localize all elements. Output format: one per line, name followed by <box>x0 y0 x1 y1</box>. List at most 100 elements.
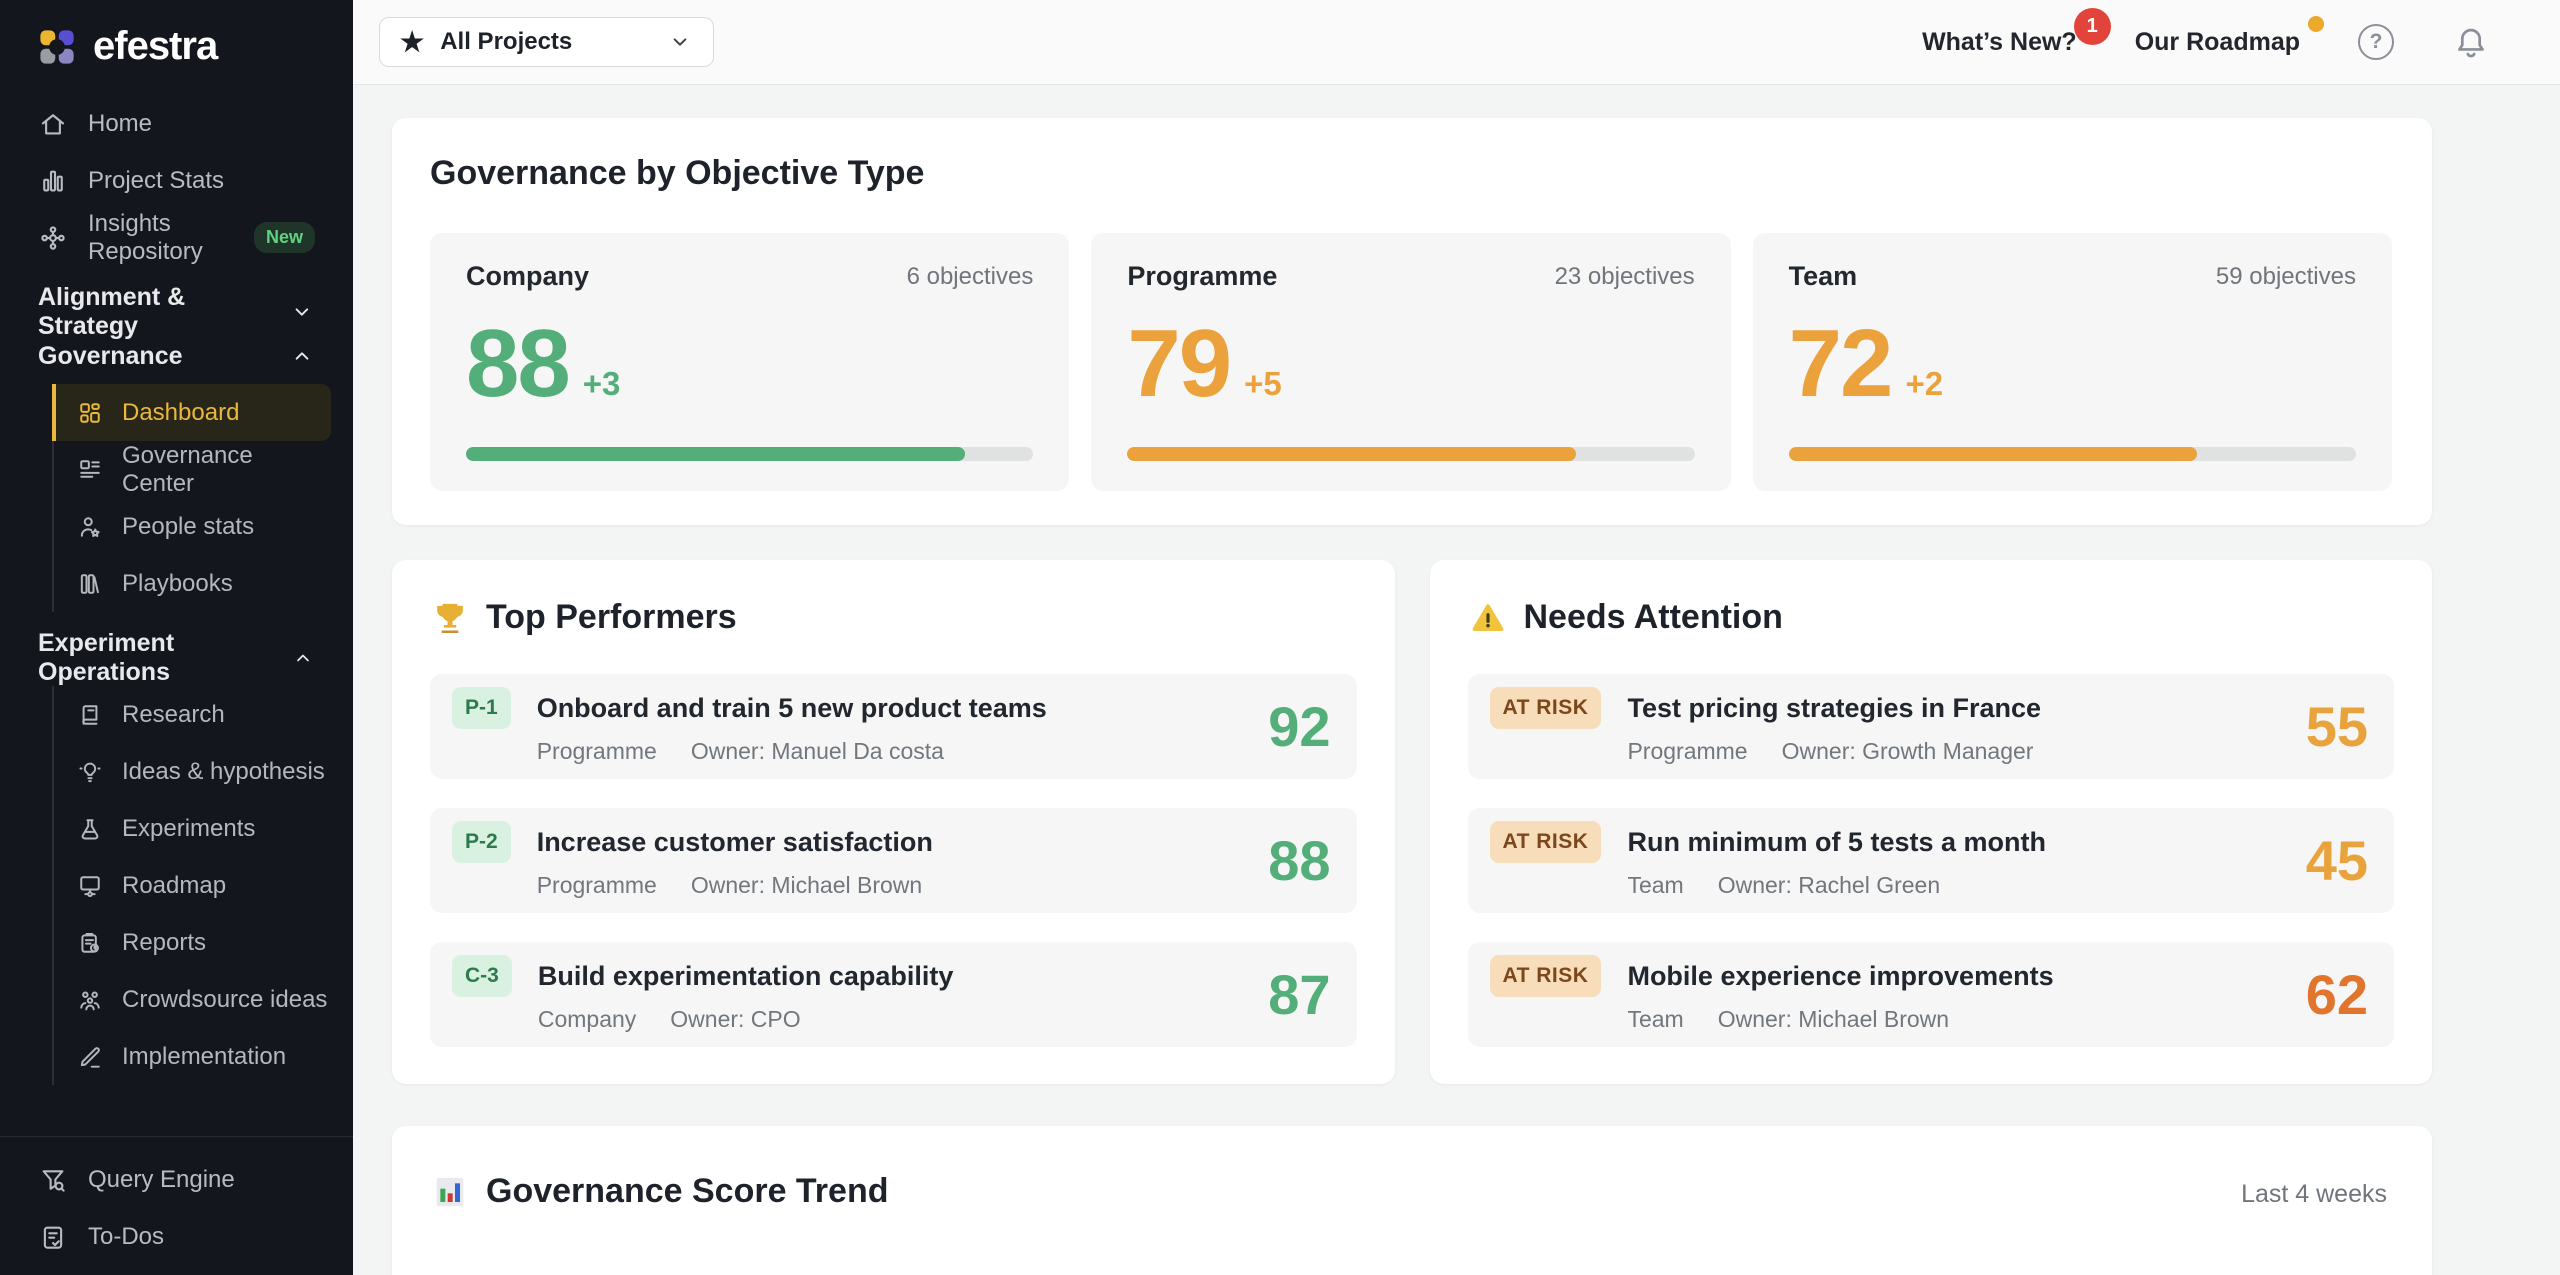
score-trend-title: Governance Score Trend <box>486 1172 889 1211</box>
top-performers-list: P-1 Onboard and train 5 new product team… <box>430 673 1357 1047</box>
objective-score: 55 <box>2305 694 2368 758</box>
report-clipboard-icon <box>81 932 99 953</box>
objective-score: 62 <box>2305 962 2368 1026</box>
project-filter-dropdown[interactable]: ★ All Projects <box>379 17 714 67</box>
stat-label: Programme <box>1127 261 1278 291</box>
sidebar-item-crowdsource-ideas[interactable]: Crowdsource ideas <box>54 971 331 1028</box>
whats-new-label: What’s New? <box>1922 27 2077 56</box>
whats-new-link[interactable]: What’s New? 1 <box>1922 7 2111 57</box>
dashboard-content: Governance by Objective Type Company 6 o… <box>353 85 2560 1275</box>
sidebar-section-experiment-operations[interactable]: Experiment Operations <box>20 629 333 686</box>
objective-owner: Owner: Michael Brown <box>1717 1006 1950 1033</box>
progress-fill <box>1127 446 1576 461</box>
star-icon: ★ <box>400 26 425 57</box>
needs-attention-header: Needs Attention <box>1468 598 2395 638</box>
brand-logo[interactable]: efestra <box>0 0 353 95</box>
stat-score: 72 <box>1788 310 1894 417</box>
at-risk-row[interactable]: AT RISK Run minimum of 5 tests a month T… <box>1467 807 2394 913</box>
sidebar-item-experiments[interactable]: Experiments <box>54 800 331 857</box>
brand-name: efestra <box>93 24 218 68</box>
flask-icon <box>81 818 99 839</box>
sidebar-item-query-engine[interactable]: Query Engine <box>20 1151 333 1208</box>
needs-attention-title: Needs Attention <box>1523 598 1783 637</box>
sidebar-item-governance-center[interactable]: Governance Center <box>54 441 331 498</box>
sidebar-item-dashboard[interactable]: Dashboard <box>52 384 331 441</box>
performer-row[interactable]: P-2 Increase customer satisfaction Progr… <box>430 807 1357 913</box>
objective-overview-title: Governance by Objective Type <box>430 154 925 192</box>
objective-owner: Owner: Growth Manager <box>1781 738 2034 765</box>
sidebar-item-research[interactable]: Research <box>54 686 331 743</box>
trophy-icon <box>437 603 463 633</box>
objective-id-badge: P-2 <box>452 821 511 864</box>
section-label: Alignment & Strategy <box>38 283 186 340</box>
section-label: Governance <box>38 341 183 370</box>
sidebar-item-playbooks[interactable]: Playbooks <box>54 555 331 612</box>
sidebar-item-people-stats[interactable]: People stats <box>54 498 331 555</box>
objective-id-badge: C-3 <box>452 955 512 998</box>
objective-title: Onboard and train 5 new product teams <box>536 692 1047 723</box>
help-icon[interactable]: ? <box>2358 24 2394 60</box>
sidebar-item-label: Crowdsource ideas <box>122 985 328 1013</box>
score-trend-header: Governance Score Trend <box>430 1172 889 1212</box>
objective-title: Run minimum of 5 tests a month <box>1627 826 2046 857</box>
topbar: ★ All Projects What’s New? 1 Our Roadmap… <box>353 0 2560 85</box>
roadmap-icon <box>80 875 100 897</box>
needs-attention-list: AT RISK Test pricing strategies in Franc… <box>1467 673 2394 1047</box>
sidebar-item-ideas-hypothesis[interactable]: Ideas & hypothesis <box>54 743 331 800</box>
network-icon <box>41 225 65 250</box>
stat-delta: +2 <box>1905 364 1944 402</box>
stat-score: 88 <box>466 310 571 417</box>
sidebar-item-insights-repository[interactable]: Insights Repository New <box>20 209 333 266</box>
performer-row[interactable]: C-3 Build experimentation capability Com… <box>430 941 1357 1047</box>
top-performers-header: Top Performers <box>430 598 1357 638</box>
objective-owner: Owner: Manuel Da costa <box>690 738 944 765</box>
objective-title: Mobile experience improvements <box>1627 960 2054 991</box>
sidebar-item-label: People stats <box>122 512 255 540</box>
needs-attention-card: Needs Attention AT RISK Test pricing str… <box>1429 559 2432 1084</box>
experiment-submenu: Research Ideas & hypothesis Experiments … <box>52 686 333 1085</box>
sidebar: efestra Home Project Stats Insights Repo… <box>0 0 353 1275</box>
chevron-down-icon <box>295 308 309 316</box>
list-panel-icon <box>80 459 100 478</box>
chevron-up-icon <box>295 352 309 360</box>
at-risk-badge: AT RISK <box>1489 821 1602 864</box>
sidebar-item-home[interactable]: Home <box>20 95 333 152</box>
stat-card-team[interactable]: Team 59 objectives 72 +2 <box>1752 233 2392 491</box>
stat-card-programme[interactable]: Programme 23 objectives 79 +5 <box>1091 233 1731 491</box>
sidebar-item-label: Roadmap <box>122 871 227 899</box>
roadmap-link[interactable]: Our Roadmap <box>2134 15 2324 57</box>
at-risk-badge: AT RISK <box>1489 955 1602 998</box>
at-risk-badge: AT RISK <box>1489 687 1602 730</box>
new-badge: New <box>253 222 315 253</box>
sidebar-section-alignment-strategy[interactable]: Alignment & Strategy <box>20 283 333 340</box>
section-label: Experiment Operations <box>38 629 175 686</box>
stat-objectives-count: 6 objectives <box>906 262 1034 290</box>
stat-card-company[interactable]: Company 6 objectives 88 +3 <box>430 233 1070 491</box>
objective-type: Team <box>1627 1006 1684 1033</box>
book-icon <box>82 704 98 725</box>
notification-count-badge: 1 <box>2073 7 2111 45</box>
stat-label: Team <box>1788 261 1858 291</box>
objective-type: Programme <box>536 872 657 899</box>
sidebar-item-implementation[interactable]: Implementation <box>54 1028 331 1085</box>
sidebar-item-reports[interactable]: Reports <box>54 914 331 971</box>
stat-score: 79 <box>1127 310 1232 417</box>
at-risk-row[interactable]: AT RISK Mobile experience improvements T… <box>1467 941 2394 1047</box>
sidebar-bottom: Query Engine To-Dos <box>0 1136 353 1275</box>
sidebar-item-label: Playbooks <box>122 569 233 597</box>
roadmap-label: Our Roadmap <box>2134 27 2300 56</box>
sidebar-section-governance[interactable]: Governance <box>20 334 333 378</box>
pencil-icon <box>80 1046 100 1068</box>
sidebar-item-roadmap[interactable]: Roadmap <box>54 857 331 914</box>
sidebar-item-project-stats[interactable]: Project Stats <box>20 152 333 209</box>
trend-range-label: Last 4 weeks <box>2241 1179 2387 1208</box>
objective-score: 92 <box>1268 694 1331 758</box>
top-performers-title: Top Performers <box>486 598 737 637</box>
objective-title: Build experimentation capability <box>537 960 954 991</box>
at-risk-row[interactable]: AT RISK Test pricing strategies in Franc… <box>1467 673 2394 779</box>
performer-row[interactable]: P-1 Onboard and train 5 new product team… <box>430 673 1357 779</box>
funnel-search-icon <box>42 1169 65 1192</box>
sidebar-item-to-dos[interactable]: To-Dos <box>20 1208 333 1265</box>
project-filter-value: All Projects <box>440 28 573 55</box>
bell-icon[interactable] <box>2452 23 2490 61</box>
